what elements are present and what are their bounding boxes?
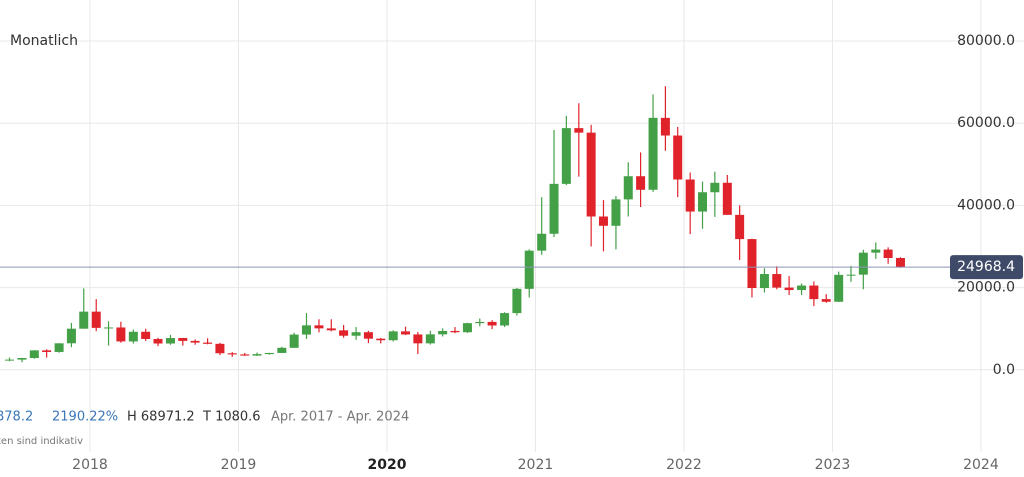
candle-body — [227, 353, 237, 355]
info-change-pct: 2190.22% — [52, 410, 118, 425]
candle-body — [895, 258, 905, 268]
y-tick-label: 40000.0 — [957, 197, 1015, 213]
candle-body — [623, 176, 633, 200]
candle-body — [351, 332, 361, 336]
candle-body — [834, 274, 844, 302]
candle-body — [821, 299, 831, 302]
x-tick-label: 2019 — [221, 457, 257, 473]
candle-body — [314, 325, 324, 329]
candle-body — [685, 179, 695, 212]
candle-body — [500, 313, 510, 326]
chart-title: Monatlich — [10, 33, 78, 49]
candle-body — [784, 287, 794, 291]
candles — [5, 86, 905, 363]
candle-body — [277, 347, 287, 353]
candle-body — [561, 128, 571, 184]
y-tick-label: 80000.0 — [957, 33, 1015, 49]
candle-body — [846, 274, 856, 276]
grid — [0, 0, 1024, 452]
candle-body — [549, 183, 559, 234]
info-low: T 1080.6 — [202, 410, 261, 425]
candle-body — [759, 274, 769, 289]
candle-body — [648, 117, 658, 190]
candle-body — [203, 342, 213, 344]
candle-body — [735, 214, 745, 240]
candle-body — [388, 331, 398, 341]
x-tick-label: 2021 — [518, 457, 554, 473]
candle-body — [29, 350, 39, 359]
candle-body — [289, 334, 299, 348]
candle-body — [104, 327, 114, 329]
y-tick-label: 0.0 — [993, 362, 1015, 378]
candle-body — [66, 328, 76, 344]
candle-body — [301, 325, 311, 335]
candle-body — [425, 334, 435, 344]
candle-body — [178, 338, 188, 341]
candle-body — [116, 327, 126, 342]
candle-body — [5, 359, 15, 361]
candle-body — [598, 216, 608, 226]
candle-body — [339, 330, 349, 336]
candle-body — [190, 340, 200, 343]
candle-body — [462, 323, 472, 333]
candle-body — [79, 311, 89, 329]
candle-body — [42, 350, 52, 352]
candle-body — [487, 321, 497, 326]
last-price-label: 24968.4 — [957, 259, 1015, 275]
candle-body — [326, 328, 336, 331]
candle-body — [858, 252, 868, 275]
candle-body — [438, 330, 448, 335]
candle-body — [772, 274, 782, 288]
candle-body — [17, 358, 27, 360]
candle-body — [475, 321, 485, 324]
candle-body — [240, 354, 250, 356]
candle-body — [611, 199, 621, 226]
candle-body — [574, 128, 584, 133]
candle-body — [747, 239, 757, 289]
candle-body — [363, 332, 373, 339]
candle-body — [797, 285, 807, 291]
candle-body — [376, 338, 386, 341]
candle-body — [252, 354, 262, 356]
candle-body — [264, 352, 274, 355]
candle-body — [660, 117, 670, 136]
candle-body — [128, 331, 138, 342]
candle-body — [636, 176, 646, 190]
candle-body — [153, 338, 163, 344]
candle-body — [710, 182, 720, 193]
candle-body — [512, 288, 522, 314]
candle-body — [401, 331, 411, 335]
info-note: ten sind indikativ — [0, 436, 83, 447]
info-range: Apr. 2017 - Apr. 2024 — [271, 410, 409, 425]
candle-body — [141, 331, 151, 339]
candle-body — [673, 135, 683, 180]
candle-body — [537, 233, 547, 251]
candle-body — [722, 182, 732, 215]
candle-body — [165, 338, 175, 344]
candle-body — [91, 311, 101, 328]
candle-body — [809, 285, 819, 300]
candle-body — [54, 343, 64, 352]
candle-body — [586, 132, 596, 217]
candle-body — [871, 249, 881, 253]
x-tick-label: 2023 — [815, 457, 851, 473]
info-change: 878.2 — [0, 410, 33, 425]
y-tick-label: 20000.0 — [957, 280, 1015, 296]
x-tick-label: 2018 — [72, 457, 108, 473]
x-tick-label: 2022 — [666, 457, 702, 473]
candle-body — [215, 343, 225, 354]
last-price-box — [950, 255, 1023, 280]
x-tick-label: 2024 — [963, 457, 999, 473]
y-tick-label: 60000.0 — [957, 115, 1015, 131]
x-tick-label: 2020 — [367, 457, 406, 473]
candle-body — [413, 334, 423, 344]
candle-body — [698, 192, 708, 212]
info-high: H 68971.2 — [127, 410, 195, 425]
candle-body — [883, 249, 893, 259]
candle-body — [450, 330, 460, 333]
candle-body — [524, 250, 534, 289]
